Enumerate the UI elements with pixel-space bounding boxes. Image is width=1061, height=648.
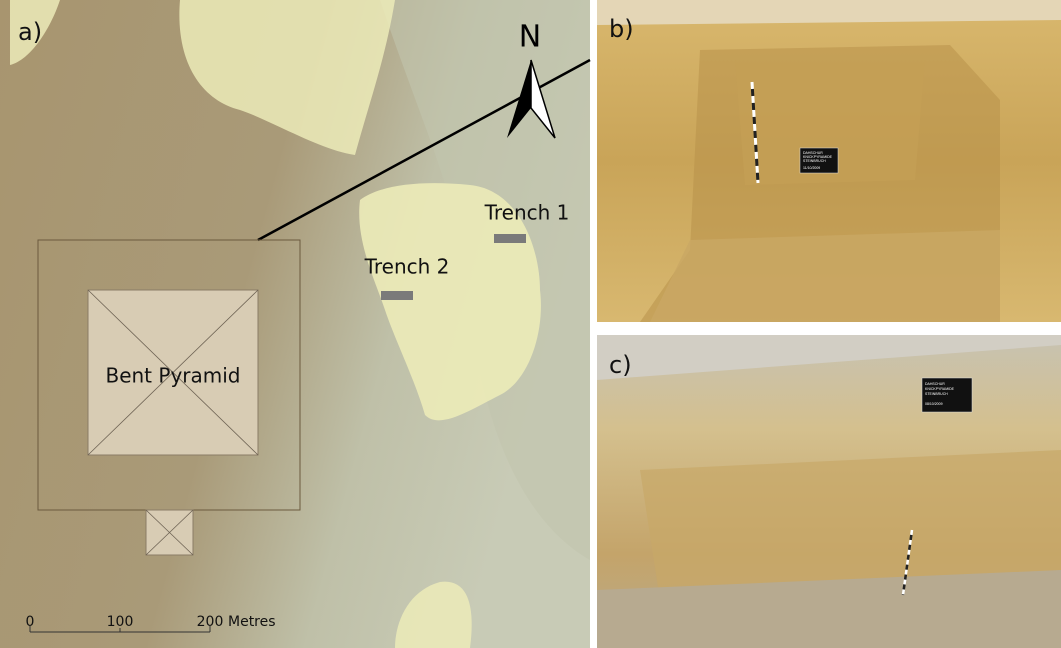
scale-rod: [750, 81, 760, 184]
scale-rod: [750, 81, 760, 184]
photo-sign: [921, 377, 973, 413]
sign-text: STEINBRUCH: [803, 159, 826, 163]
north-arrow: [507, 60, 531, 138]
photo-b: DAHSCHUR KNICKPYRAMIDE STEINBRUCH 11/10/…: [597, 0, 1061, 322]
pyramid-diagonal: [145, 509, 194, 556]
sand-area: [10, 0, 60, 65]
sign-text: STEINBRUCH: [925, 392, 948, 396]
scale-unit: Metres: [228, 614, 276, 630]
panel-label: b): [609, 15, 634, 43]
panel-label: c): [609, 351, 632, 379]
scale-label: 100: [107, 614, 134, 630]
scale-rod: [901, 529, 914, 596]
trench-label: Trench 1: [484, 201, 570, 225]
trench-marker: [381, 291, 413, 300]
sign-text: KNICKPYRAMIDE: [925, 387, 955, 391]
scale-label: 0: [26, 614, 35, 630]
sand-area: [395, 581, 472, 648]
trench-marker: [494, 234, 526, 243]
sign-text: 08/10/2009: [925, 402, 943, 406]
trench-back-wall: [735, 60, 925, 185]
trench-label: Trench 2: [364, 255, 450, 279]
sign-text: DAHSCHUR: [803, 151, 823, 155]
sign-text: DAHSCHUR: [925, 382, 945, 386]
scale-label: 200: [197, 614, 224, 630]
panel-label: a): [18, 18, 42, 46]
photo-c: DAHSCHUR KNICKPYRAMIDE STEINBRUCH 08/10/…: [597, 335, 1061, 648]
north-label: N: [519, 20, 541, 55]
trench-face: [640, 450, 1061, 600]
sign-text: 11/10/2009: [803, 166, 820, 170]
sky: [597, 0, 1061, 25]
sign-text: KNICKPYRAMIDE: [803, 155, 833, 159]
pyramid-label: Bent Pyramid: [105, 364, 240, 388]
sky: [597, 335, 1061, 380]
trench-floor: [597, 570, 1061, 648]
map-panel: Bent Pyramid Trench 1 Trench 2 N a) 0 10…: [0, 0, 591, 648]
north-arrow: [530, 59, 556, 139]
sand-area: [179, 0, 395, 155]
trench-floor: [650, 230, 1000, 322]
photo-sign: [799, 147, 839, 174]
pyramid-diagonal: [87, 289, 259, 456]
